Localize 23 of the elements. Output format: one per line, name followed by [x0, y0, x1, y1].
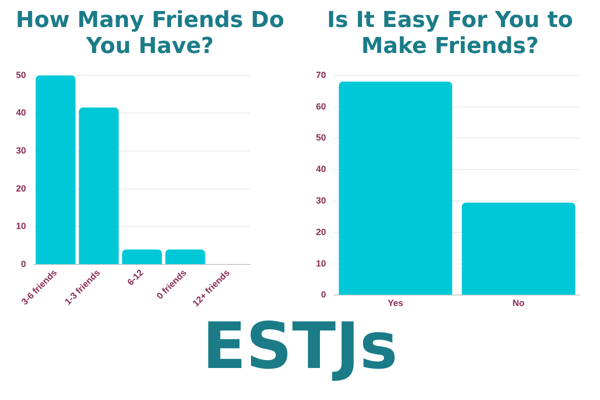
x-tick-label: Yes	[388, 298, 404, 308]
x-tick-label: No	[512, 298, 525, 308]
y-tick-label: 20	[16, 183, 26, 194]
y-tick-label: 50	[16, 70, 26, 80]
y-tick-label: 50	[316, 132, 326, 143]
y-tick-label: 40	[16, 108, 26, 118]
y-tick-label: 10	[316, 258, 326, 268]
bar	[36, 75, 76, 264]
y-tick-label: 0	[20, 259, 26, 270]
y-tick-label: 30	[316, 195, 326, 206]
chart-title: Is It Easy For You to Make Friends?	[326, 8, 574, 61]
y-tick-label: 40	[316, 164, 326, 174]
y-tick-label: 0	[320, 290, 326, 300]
y-tick-label: 60	[316, 101, 326, 112]
y-tick-label: 20	[316, 226, 326, 237]
bar	[78, 108, 119, 264]
y-tick-label: 10	[16, 221, 26, 232]
bar	[122, 249, 162, 264]
text: ESTJs	[201, 310, 399, 384]
y-tick-label: 30	[16, 146, 26, 156]
bar	[165, 249, 206, 264]
chart-title: How Many Friends Do You Have?	[15, 8, 285, 61]
y-tick-label: 70	[316, 70, 326, 80]
